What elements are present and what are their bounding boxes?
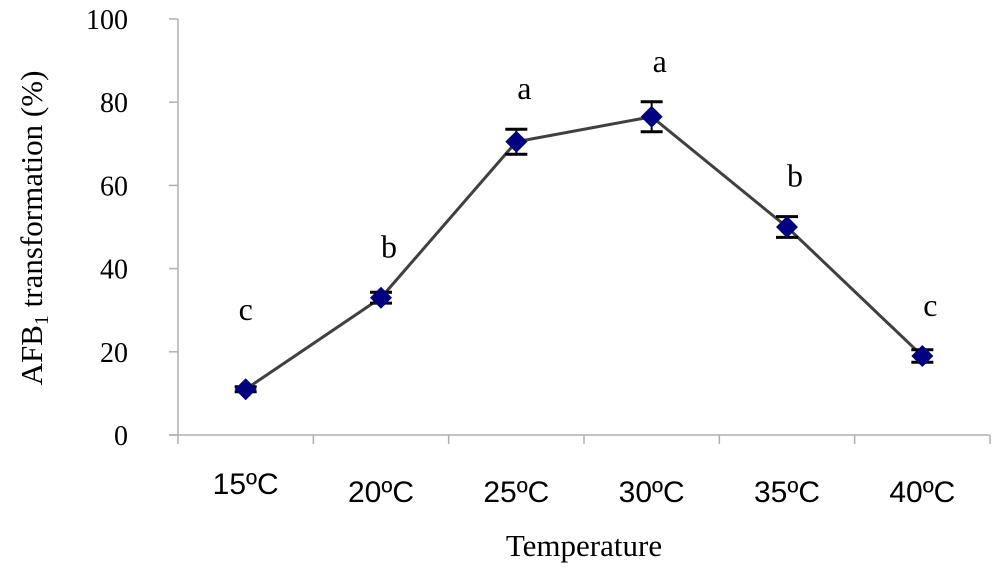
data-point: c: [234, 291, 257, 401]
significance-label: a: [653, 43, 667, 79]
x-tick-label: 25ºC: [483, 476, 549, 509]
significance-label: b: [787, 158, 803, 194]
x-tick-label: 20ºC: [348, 476, 414, 509]
data-series: c b a a b c: [234, 43, 937, 401]
data-point: b: [370, 229, 397, 309]
y-axis-title-main: AFB: [14, 325, 49, 385]
x-tick-label: 40ºC: [889, 476, 955, 509]
y-tick-label: 40: [100, 255, 128, 286]
x-axis-title: Temperature: [506, 528, 662, 563]
significance-label: b: [381, 229, 397, 265]
y-axis: 0 20 40 60 80 100: [86, 5, 179, 452]
data-point: a: [640, 43, 667, 134]
y-axis-title-subscript: 1: [31, 315, 53, 325]
y-tick-label: 100: [86, 5, 128, 36]
data-point: a: [505, 70, 531, 156]
significance-label: a: [517, 70, 531, 106]
diamond-marker-icon: [234, 378, 257, 401]
x-tick-label: 35ºC: [754, 476, 820, 509]
diamond-marker-icon: [640, 105, 663, 128]
x-tick-label: 15ºC: [213, 468, 279, 501]
y-tick-label: 80: [100, 88, 128, 119]
y-axis-title-rest: transformation (%): [14, 71, 49, 315]
significance-label: c: [239, 291, 253, 327]
y-tick-label: 0: [114, 421, 128, 452]
diamond-marker-icon: [911, 344, 934, 367]
y-tick-label: 20: [100, 338, 128, 369]
y-axis-title: AFB1 transformation (%): [14, 71, 53, 386]
data-point: b: [776, 158, 803, 239]
data-point: c: [911, 287, 937, 367]
series-line: [244, 115, 924, 391]
significance-label: c: [923, 287, 937, 323]
x-tick-label: 30ºC: [619, 476, 685, 509]
diamond-marker-icon: [370, 286, 392, 309]
diamond-marker-icon: [505, 130, 528, 153]
diamond-marker-icon: [776, 216, 798, 238]
y-tick-label: 60: [100, 171, 128, 202]
x-axis: 15ºC 20ºC 25ºC 30ºC 35ºC 40ºC: [169, 434, 991, 509]
